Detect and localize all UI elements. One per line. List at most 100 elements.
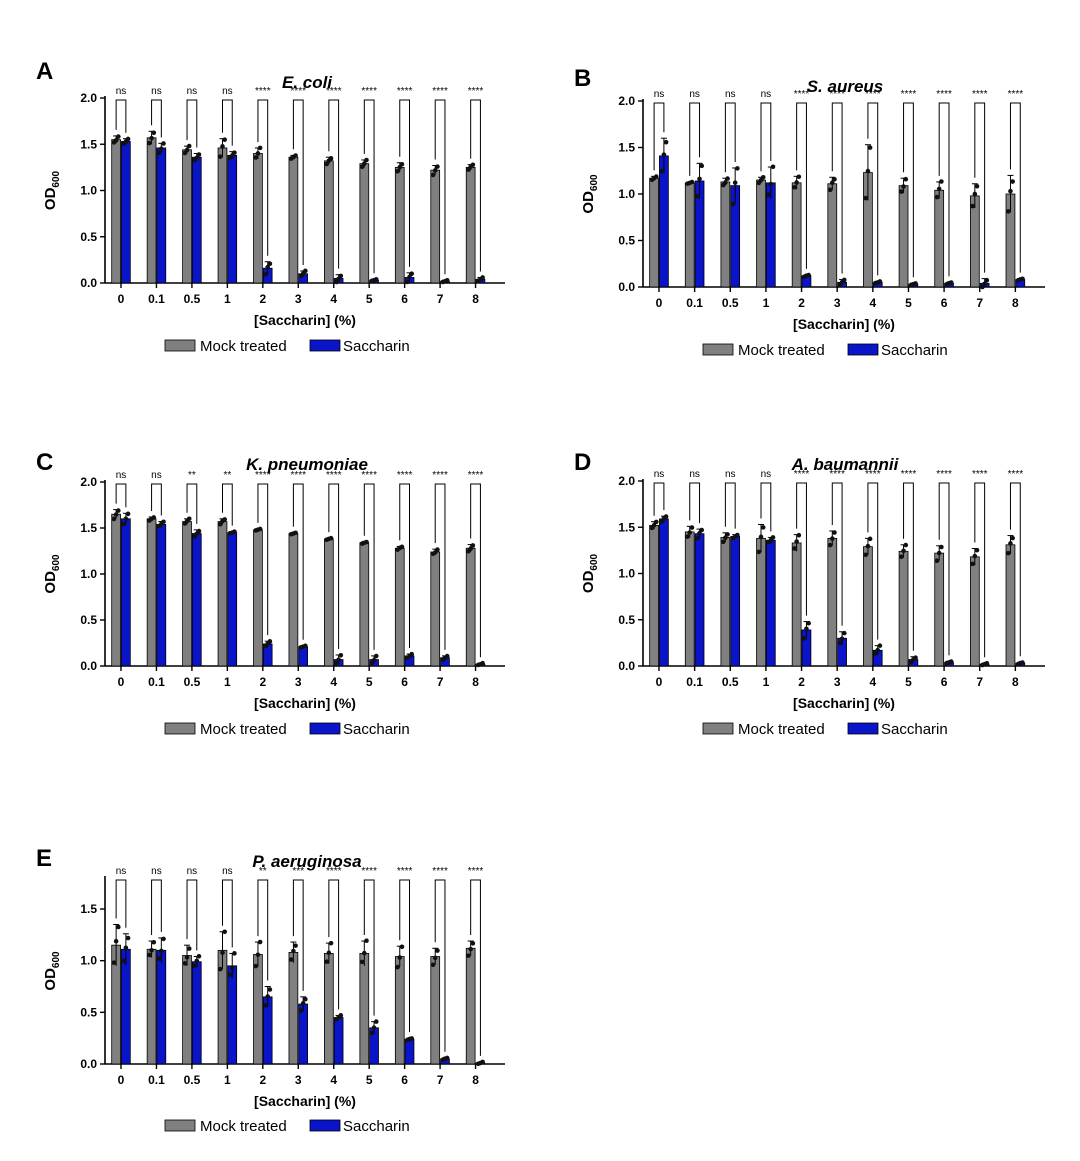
significance-label: ns	[689, 469, 700, 480]
mock-bar	[863, 546, 873, 667]
x-tick-label: 0	[656, 675, 663, 689]
significance-label: ****	[901, 469, 917, 480]
significance-bracket	[938, 482, 950, 656]
significance-bracket	[221, 483, 233, 526]
data-point	[948, 280, 954, 285]
x-tick-label: 0	[118, 1073, 125, 1087]
data-point	[232, 951, 237, 956]
mock-bar	[430, 169, 441, 284]
data-point	[395, 964, 400, 970]
legend-label-mock: Mock treated	[738, 721, 825, 738]
data-point	[293, 530, 298, 536]
data-point	[832, 176, 837, 182]
x-tick-label: 2	[259, 292, 266, 306]
data-point	[980, 284, 985, 290]
significance-bracket	[867, 102, 879, 276]
mock-bar	[182, 149, 192, 284]
saccharin-bar	[121, 141, 131, 284]
significance-bracket	[653, 482, 665, 516]
data-point	[362, 950, 367, 956]
mock-bar	[253, 529, 263, 667]
data-point	[732, 180, 738, 186]
data-point	[161, 936, 166, 942]
significance-bracket	[257, 879, 269, 981]
x-tick-label: 0.5	[722, 296, 739, 310]
data-point	[229, 965, 235, 971]
data-point	[841, 277, 847, 283]
data-point	[725, 176, 730, 181]
y-tick-label: 2.0	[618, 94, 635, 108]
significance-bracket	[363, 99, 375, 274]
x-tick-label: 0.5	[184, 675, 201, 689]
data-point	[936, 550, 942, 556]
data-point	[149, 135, 154, 141]
data-point	[265, 994, 270, 999]
significance-label: ****	[901, 89, 917, 100]
x-tick-label: 2	[259, 1073, 266, 1087]
data-point	[685, 534, 690, 539]
y-tick-label: 2.0	[80, 475, 97, 489]
data-point	[663, 514, 669, 519]
y-tick-label: 1.0	[618, 567, 635, 581]
x-tick-label: 0.1	[148, 292, 165, 306]
data-point	[794, 180, 799, 185]
significance-label: ****	[432, 470, 448, 481]
data-point	[837, 640, 843, 646]
data-point	[806, 272, 811, 278]
significance-label: **	[188, 470, 196, 481]
significance-label: ns	[187, 866, 198, 877]
data-point	[939, 179, 944, 184]
x-axis-label: [Saccharin] (%)	[793, 316, 895, 332]
significance-label: ns	[761, 89, 772, 100]
data-point	[156, 956, 162, 961]
saccharin-bar	[659, 518, 669, 667]
data-point	[794, 539, 799, 544]
data-point	[758, 534, 764, 540]
y-axis-label: OD600	[580, 553, 600, 593]
data-point	[982, 281, 987, 287]
y-axis-label: OD600	[580, 174, 600, 214]
data-point	[359, 164, 365, 170]
legend-swatch-mock	[702, 722, 734, 735]
mock-bar	[111, 513, 121, 667]
significance-label: ns	[151, 86, 162, 97]
data-point	[149, 947, 154, 953]
x-tick-label: 4	[869, 296, 876, 310]
data-point	[147, 140, 152, 146]
data-point	[116, 134, 121, 139]
significance-label: ns	[725, 469, 736, 480]
data-point	[373, 1019, 379, 1024]
mock-bar	[684, 531, 695, 667]
x-tick-label: 5	[905, 675, 912, 689]
y-tick-label: 1.0	[80, 567, 97, 581]
x-tick-label: 0.1	[148, 1073, 165, 1087]
saccharin-bar	[333, 1017, 344, 1065]
data-point	[470, 941, 476, 946]
mock-bar	[898, 185, 909, 288]
significance-bracket	[689, 482, 701, 524]
data-point	[984, 660, 990, 666]
data-point	[687, 530, 693, 535]
x-tick-label: 3	[834, 675, 841, 689]
data-point	[407, 274, 412, 280]
data-point	[873, 651, 878, 656]
mock-bar	[146, 948, 157, 1065]
data-point	[470, 543, 476, 548]
data-point	[116, 924, 121, 930]
data-point	[232, 529, 237, 534]
significance-label: ****	[361, 866, 377, 877]
data-point	[405, 279, 410, 285]
data-point	[839, 636, 845, 641]
panel-c: C K. pneumoniae 0.0 0.5 1.0 1.5 2.0 OD600 [Sacch…	[36, 449, 505, 738]
legend-label-saccharin: Saccharin	[881, 721, 948, 738]
data-point	[948, 659, 954, 664]
saccharin-bar	[730, 536, 741, 667]
y-tick-label: 0.5	[618, 234, 635, 248]
data-point	[796, 532, 802, 538]
significance-bracket	[653, 102, 665, 171]
data-point	[899, 554, 904, 560]
data-point	[227, 972, 233, 977]
data-point	[972, 191, 978, 197]
saccharin-bar	[404, 1038, 415, 1065]
significance-bracket	[760, 482, 772, 532]
